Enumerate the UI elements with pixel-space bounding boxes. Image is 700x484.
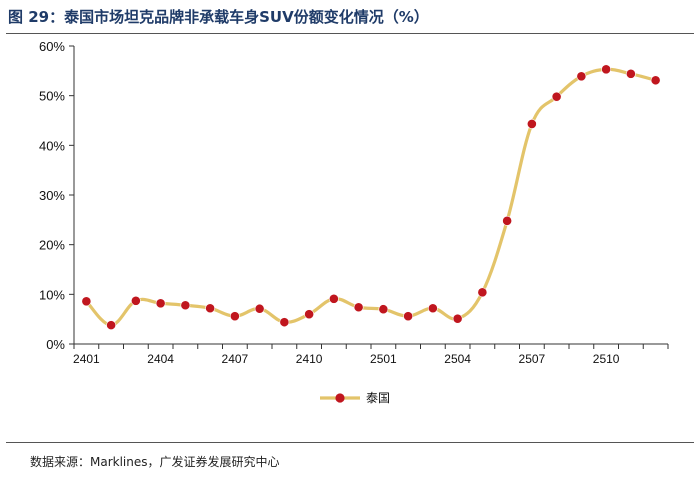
data-point-2508 — [551, 91, 562, 102]
y-tick-label: 10% — [39, 287, 65, 302]
data-point-2409 — [279, 317, 290, 328]
data-point-2507 — [526, 119, 537, 129]
legend: 泰国 — [320, 391, 390, 405]
data-point-2411 — [328, 293, 339, 304]
series-group — [81, 64, 661, 331]
source-note: 数据来源：Marklines，广发证券发展研究中心 — [30, 455, 280, 469]
data-point-2511 — [625, 68, 636, 79]
x-tick-label: 2510 — [593, 352, 620, 366]
x-tick-label: 2401 — [73, 352, 100, 366]
legend-marker — [335, 393, 345, 403]
y-tick-label: 0% — [46, 337, 65, 352]
line-chart: 0% 10% 20% 30% 40% 50% 60% 2401 2404 2407 2410 250… — [39, 39, 669, 405]
y-axis-ticks: 0% 10% 20% 30% 40% 50% 60% — [39, 39, 74, 352]
data-point-2512 — [650, 75, 661, 86]
data-point-2408 — [254, 303, 265, 314]
x-axis-ticks: 2401 2404 2407 2410 2501 2504 2507 2510 — [73, 344, 669, 366]
data-point-2501 — [378, 304, 389, 315]
source-rule — [6, 442, 694, 443]
data-point-2509 — [576, 71, 587, 82]
x-tick-label: 2504 — [444, 352, 471, 366]
data-point-2504 — [452, 313, 463, 324]
data-point-2405 — [180, 300, 191, 311]
y-tick-label: 20% — [39, 238, 65, 253]
data-point-2510 — [601, 64, 612, 75]
data-point-2403 — [130, 295, 141, 306]
x-tick-label: 2404 — [147, 352, 174, 366]
data-point-2503 — [427, 303, 438, 314]
data-point-2401 — [81, 296, 92, 307]
data-point-2412 — [353, 302, 364, 313]
y-tick-label: 40% — [39, 138, 65, 153]
series-line — [84, 67, 658, 327]
x-tick-label: 2407 — [222, 352, 249, 366]
y-tick-label: 30% — [39, 188, 65, 203]
data-point-2506 — [502, 215, 513, 226]
data-point-2505 — [477, 287, 488, 298]
figure-title: 图 29：泰国市场坦克品牌非承载车身SUV份额变化情况（%） — [8, 8, 429, 26]
data-point-2410 — [304, 309, 315, 320]
data-point-2404 — [155, 298, 166, 309]
y-tick-label: 50% — [39, 89, 65, 104]
y-tick-label: 60% — [39, 39, 65, 54]
data-point-2407 — [229, 311, 240, 322]
x-tick-label: 2507 — [519, 352, 546, 366]
data-point-2502 — [403, 311, 414, 322]
legend-label: 泰国 — [366, 391, 390, 405]
x-tick-label: 2501 — [370, 352, 397, 366]
data-point-2402 — [106, 320, 117, 331]
data-point-2406 — [205, 303, 216, 314]
x-tick-label: 2410 — [296, 352, 323, 366]
title-rule — [6, 33, 694, 34]
